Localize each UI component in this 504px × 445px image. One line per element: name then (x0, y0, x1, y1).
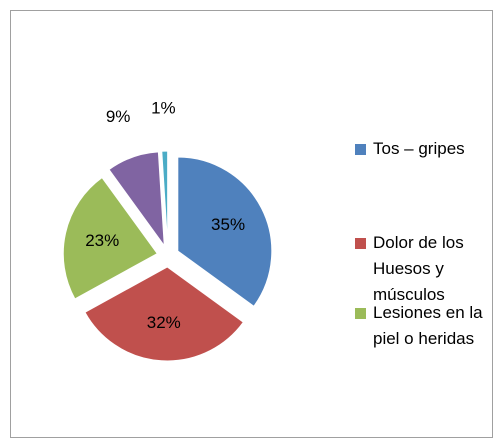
legend-swatch (355, 144, 366, 155)
legend-label: Dolor de los Huesos y músculos (373, 233, 464, 304)
pie-slice (177, 156, 273, 307)
legend-swatch (355, 308, 366, 319)
pie-slice (62, 176, 159, 300)
data-label: 9% (106, 107, 131, 126)
pie-slice (108, 151, 165, 248)
legend-label: Tos – gripes (373, 139, 465, 158)
pie-slice (161, 150, 169, 246)
data-label: 35% (211, 215, 245, 234)
data-label: 1% (151, 98, 176, 117)
legend-item: Lesiones en la piel o heridas (354, 300, 502, 352)
legend-item: Tos – gripes (354, 136, 502, 162)
data-label: 23% (85, 231, 119, 250)
pie-slice (84, 266, 245, 362)
legend-item: Dolor de los Huesos y músculos (354, 230, 502, 308)
data-label: 32% (147, 313, 181, 332)
legend-swatch (355, 238, 366, 249)
legend-label: Lesiones en la piel o heridas (373, 303, 483, 348)
